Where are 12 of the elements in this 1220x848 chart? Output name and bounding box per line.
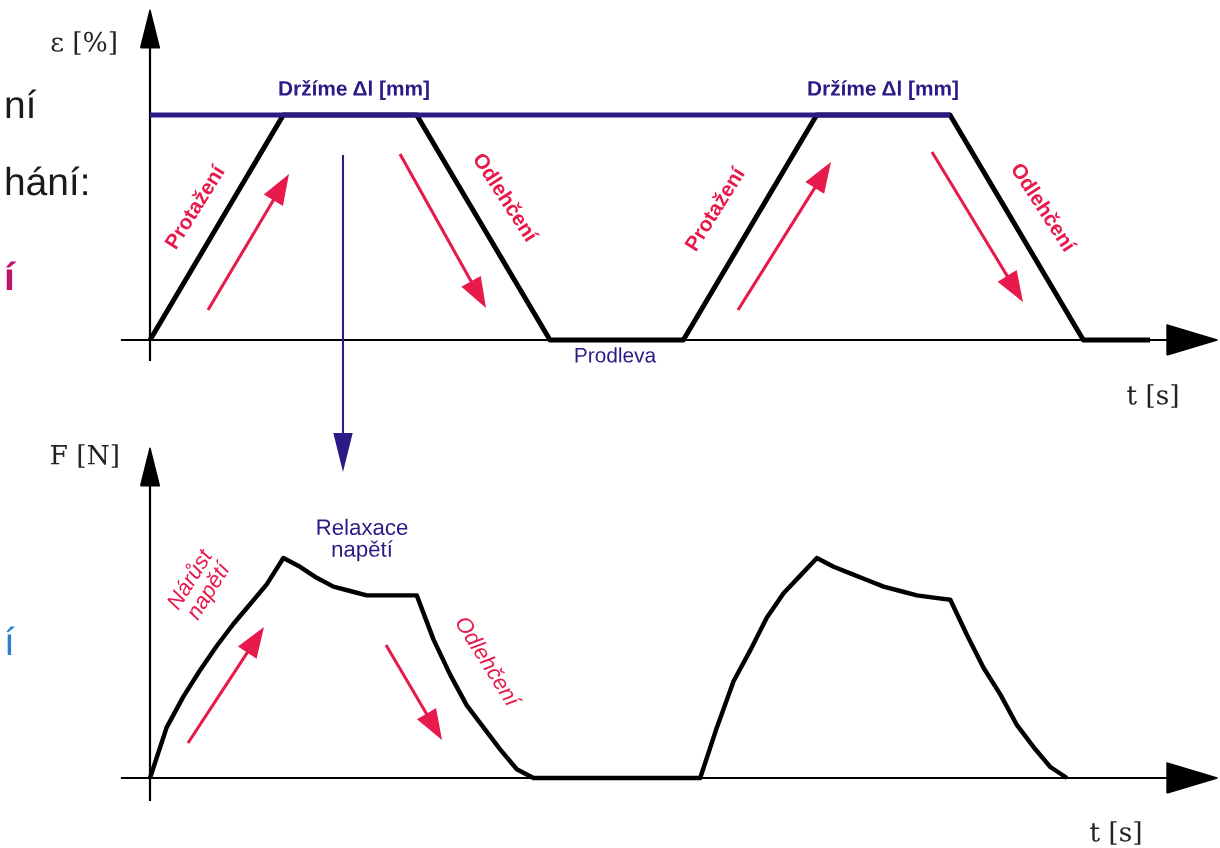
y-axis-title: F [N] bbox=[51, 444, 118, 468]
text: Držíme Δl [mm] bbox=[808, 80, 958, 100]
text: Držíme Δl [mm] bbox=[279, 80, 429, 100]
text: Prodleva bbox=[575, 347, 657, 363]
x-axis-title: t [s] bbox=[1127, 384, 1178, 408]
text: í bbox=[6, 626, 15, 656]
text: ní bbox=[6, 89, 37, 119]
y-axis-title: ε [%] bbox=[51, 31, 116, 55]
text: hání: bbox=[6, 166, 87, 196]
annotation: Relaxace napětí bbox=[317, 518, 408, 562]
text: í bbox=[6, 261, 16, 291]
x-axis-title: t [s] bbox=[1090, 821, 1141, 845]
